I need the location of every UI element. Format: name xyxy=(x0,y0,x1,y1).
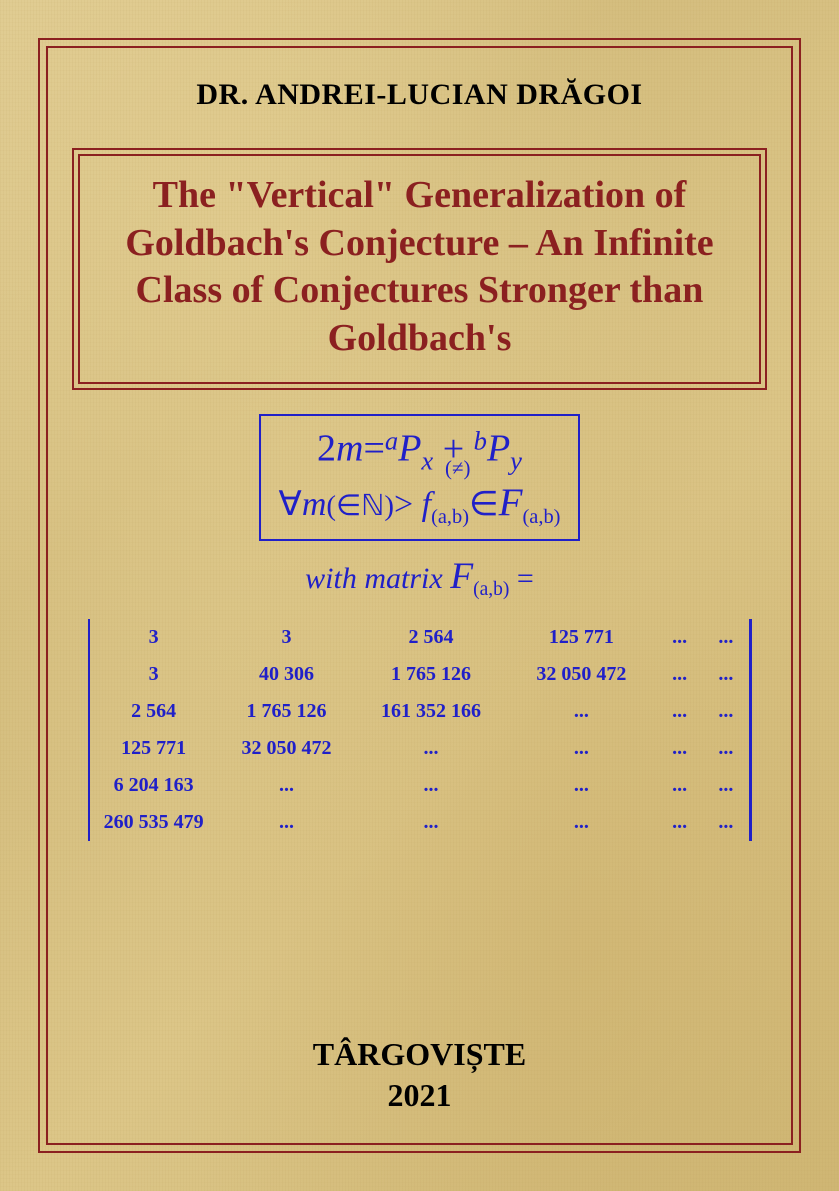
matrix-cell: 125 771 xyxy=(506,619,656,656)
P1: P xyxy=(398,428,421,470)
F-sub: (a,b) xyxy=(523,505,561,527)
matrix-cell: ... xyxy=(217,804,356,841)
matrix-cell: 40 306 xyxy=(217,656,356,693)
matrix-cell: 3 xyxy=(90,656,217,693)
caption-prefix: with matrix xyxy=(305,562,450,595)
sub-y: y xyxy=(510,445,522,475)
matrix-cell: 1 765 126 xyxy=(356,656,506,693)
matrix-cell: ... xyxy=(657,619,703,656)
matrix-cell: ... xyxy=(217,767,356,804)
F: F xyxy=(499,481,523,524)
matrix-cell: ... xyxy=(506,730,656,767)
matrix-row: 3 3 2 564 125 771 ... ... xyxy=(90,619,749,656)
matrix-cell: ... xyxy=(657,656,703,693)
caption-F-sub: (a,b) xyxy=(473,579,509,600)
title-box: The "Vertical" Generalization of Goldbac… xyxy=(72,148,767,390)
matrix-row: 3 40 306 1 765 126 32 050 472 ... ... xyxy=(90,656,749,693)
coeff-2: 2 xyxy=(317,428,336,470)
var-m: m xyxy=(336,428,363,470)
matrix-row: 260 535 479 ... ... ... ... ... xyxy=(90,804,749,841)
matrix-cell: ... xyxy=(506,693,656,730)
matrix-cell: ... xyxy=(356,730,506,767)
matrix-cell: ... xyxy=(703,656,749,693)
matrix-row: 2 564 1 765 126 161 352 166 ... ... ... xyxy=(90,693,749,730)
f-sub: (a,b) xyxy=(431,505,469,527)
matrix-table: 3 3 2 564 125 771 ... ... 3 40 306 1 765… xyxy=(90,619,749,841)
matrix-cell: ... xyxy=(703,619,749,656)
matrix-cell: 6 204 163 xyxy=(90,767,217,804)
matrix-cell: 1 765 126 xyxy=(217,693,356,730)
plus-sub-neq: (≠) xyxy=(443,457,473,480)
footer: TÂRGOVIȘTE 2021 xyxy=(313,1034,526,1117)
formula-line-1: 2m=aPx +(≠) bPy xyxy=(279,424,561,476)
matrix-cell: 32 050 472 xyxy=(506,656,656,693)
matrix-row: 125 771 32 050 472 ... ... ... ... xyxy=(90,730,749,767)
matrix-cell: ... xyxy=(657,693,703,730)
sup-b: b xyxy=(474,425,487,455)
footer-year: 2021 xyxy=(313,1075,526,1117)
formula-line-2: ∀m(∈ℕ)> f(a,b)∈F(a,b) xyxy=(279,480,561,529)
inner-frame: DR. ANDREI-LUCIAN DRĂGOI The "Vertical" … xyxy=(46,46,793,1145)
formula-box: 2m=aPx +(≠) bPy ∀m(∈ℕ)> f(a,b)∈F(a,b) xyxy=(259,414,581,541)
matrix: 3 3 2 564 125 771 ... ... 3 40 306 1 765… xyxy=(88,619,752,841)
author-name: DR. ANDREI-LUCIAN DRĂGOI xyxy=(196,78,642,112)
matrix-right-bar xyxy=(749,619,752,841)
matrix-cell: ... xyxy=(703,730,749,767)
matrix-cell: ... xyxy=(703,804,749,841)
matrix-cell: 3 xyxy=(90,619,217,656)
f: f xyxy=(422,486,431,523)
title-box-inner: The "Vertical" Generalization of Goldbac… xyxy=(78,154,761,384)
P2: P xyxy=(487,428,510,470)
forall: ∀ xyxy=(279,486,302,523)
matrix-cell: 2 564 xyxy=(90,693,217,730)
gt: > xyxy=(394,486,413,523)
matrix-cell: 161 352 166 xyxy=(356,693,506,730)
matrix-cell: ... xyxy=(356,804,506,841)
caption-eq: = xyxy=(509,562,533,595)
matrix-cell: 125 771 xyxy=(90,730,217,767)
matrix-caption: with matrix F(a,b) = xyxy=(305,555,534,601)
var-m2: m xyxy=(302,486,327,523)
matrix-cell: ... xyxy=(703,693,749,730)
sup-a: a xyxy=(385,425,398,455)
matrix-cell: ... xyxy=(703,767,749,804)
matrix-cell: 2 564 xyxy=(356,619,506,656)
matrix-cell: ... xyxy=(657,730,703,767)
equals: = xyxy=(363,428,384,470)
matrix-cell: 260 535 479 xyxy=(90,804,217,841)
sub-x: x xyxy=(421,445,433,475)
matrix-cell: ... xyxy=(356,767,506,804)
matrix-row: 6 204 163 ... ... ... ... ... xyxy=(90,767,749,804)
in: ∈ xyxy=(469,486,499,523)
matrix-cell: 32 050 472 xyxy=(217,730,356,767)
matrix-cell: ... xyxy=(506,804,656,841)
footer-place: TÂRGOVIȘTE xyxy=(313,1034,526,1076)
matrix-cell: ... xyxy=(657,767,703,804)
in-N: (∈ℕ) xyxy=(326,490,394,522)
matrix-cell: 3 xyxy=(217,619,356,656)
caption-F: F xyxy=(450,556,473,597)
book-title: The "Vertical" Generalization of Goldbac… xyxy=(92,172,747,362)
matrix-cell: ... xyxy=(506,767,656,804)
matrix-cell: ... xyxy=(657,804,703,841)
